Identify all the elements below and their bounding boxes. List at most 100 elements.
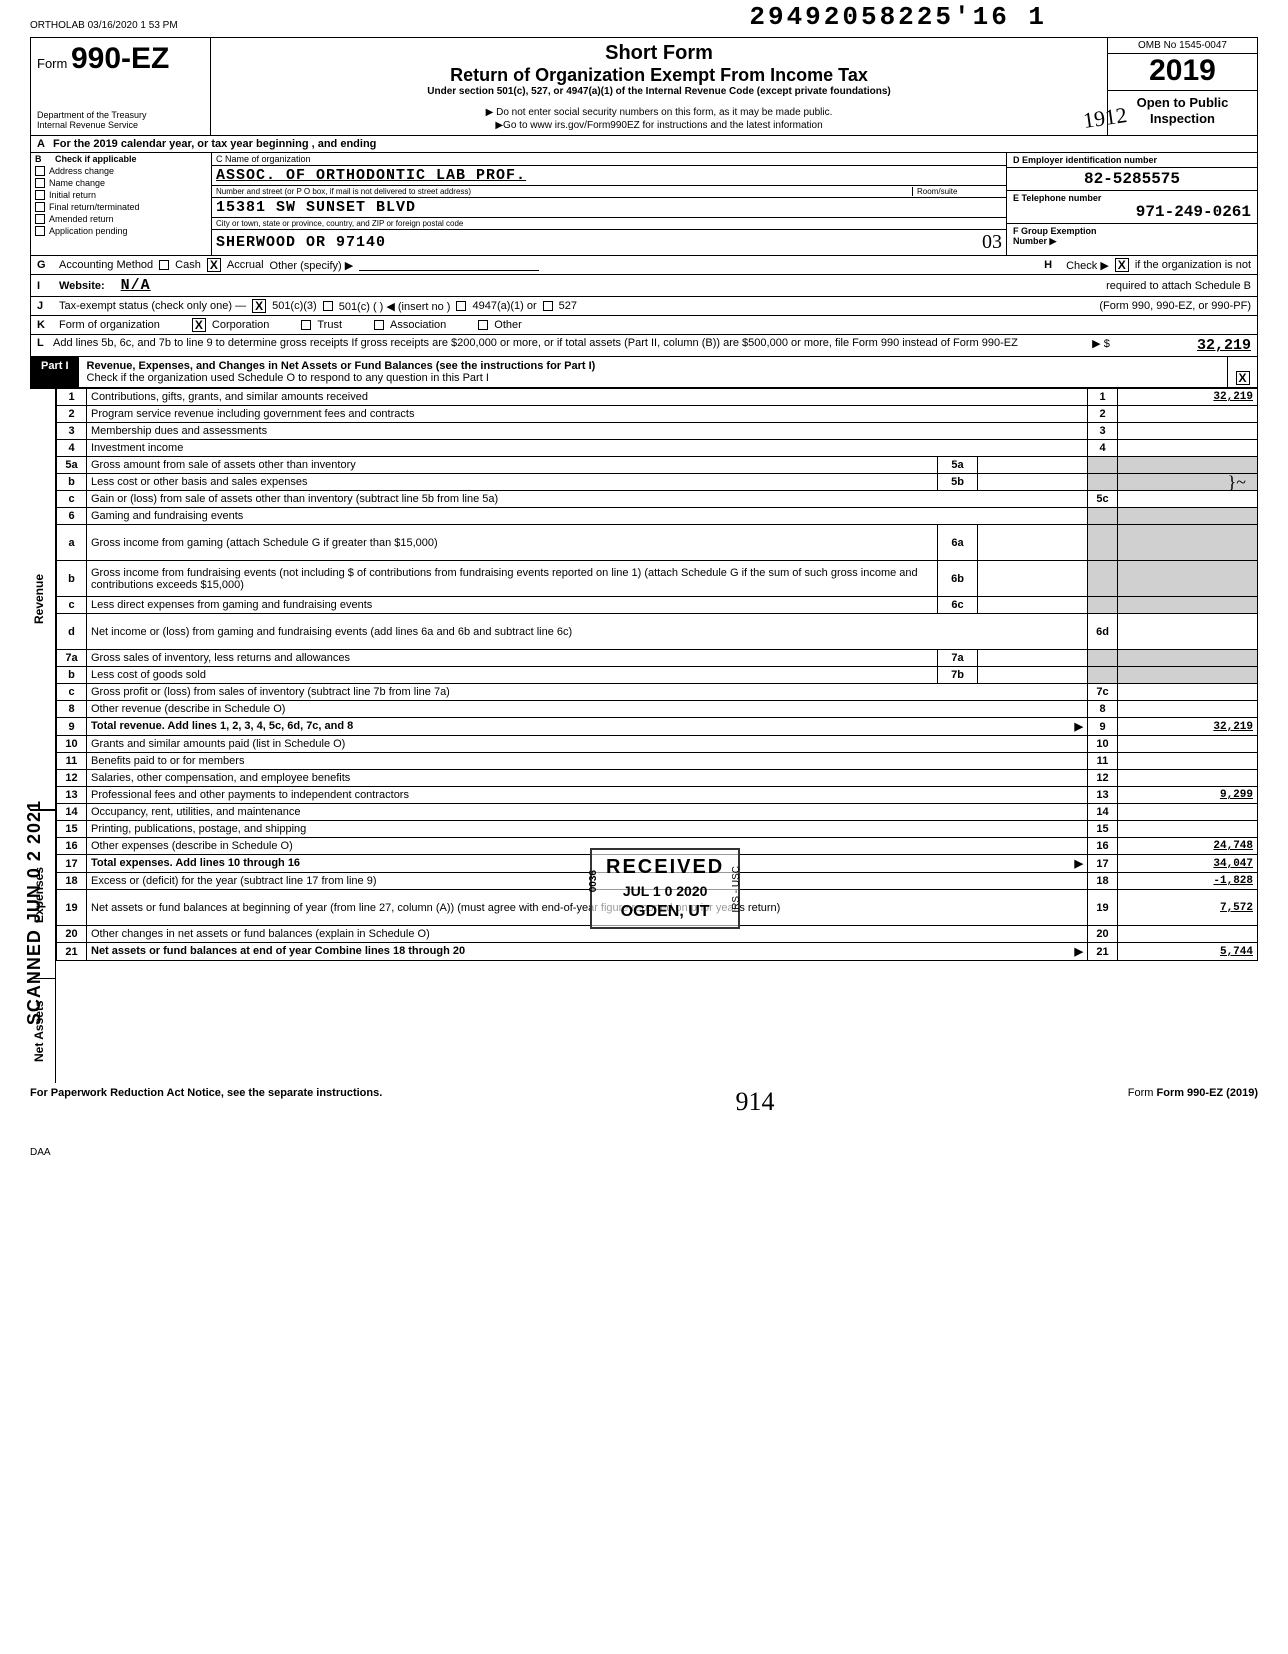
line-midval: [978, 650, 1088, 667]
line-rnum: 13: [1088, 787, 1118, 804]
line-value: [1118, 770, 1258, 787]
dln-number: 29492058225'16 1: [749, 2, 1047, 32]
chk-4947[interactable]: [456, 301, 466, 311]
line-desc: Total expenses. Add lines 10 through 16 …: [87, 855, 1088, 873]
line-desc: Printing, publications, postage, and shi…: [87, 821, 1088, 838]
chk-initial-return[interactable]: [35, 190, 45, 200]
line-num: c: [57, 491, 87, 508]
line-value: [1118, 701, 1258, 718]
form-prefix: Form: [37, 56, 67, 71]
line-num: c: [57, 684, 87, 701]
line-num: 4: [57, 440, 87, 457]
line-value: [1118, 684, 1258, 701]
line-num: c: [57, 597, 87, 614]
chk-other[interactable]: [478, 320, 488, 330]
hand-curly: }~: [1228, 472, 1246, 493]
line-num: 18: [57, 873, 87, 890]
org-address: 15381 SW SUNSET BLVD: [216, 199, 416, 216]
line-num: a: [57, 525, 87, 561]
line-desc: Gain or (loss) from sale of assets other…: [87, 491, 1088, 508]
line-num: 11: [57, 753, 87, 770]
line-num: 1: [57, 389, 87, 406]
chk-accrual[interactable]: X: [207, 258, 221, 272]
chk-schedule-o[interactable]: X: [1236, 371, 1250, 385]
note-ssn: ▶ Do not enter social security numbers o…: [219, 107, 1099, 118]
line-desc: Contributions, gifts, grants, and simila…: [87, 389, 1088, 406]
ein: 82-5285575: [1007, 167, 1257, 190]
open-public-2: Inspection: [1110, 111, 1255, 127]
line-value: [1118, 926, 1258, 943]
title-return: Return of Organization Exempt From Incom…: [219, 65, 1099, 86]
line-midnum: 7b: [938, 667, 978, 684]
chk-cash[interactable]: [159, 260, 169, 270]
tax-year: 2019: [1108, 54, 1257, 91]
line-rnum: 20: [1088, 926, 1118, 943]
line-rnum: 5c: [1088, 491, 1118, 508]
chk-527[interactable]: [543, 301, 553, 311]
chk-pending[interactable]: [35, 226, 45, 236]
line-rnum: 3: [1088, 423, 1118, 440]
line-value: [1118, 736, 1258, 753]
line-desc: Membership dues and assessments: [87, 423, 1088, 440]
line-value: 32,219: [1118, 718, 1258, 736]
footer-daa: DAA: [30, 1147, 1258, 1158]
line-num: 19: [57, 890, 87, 926]
line-num: b: [57, 667, 87, 684]
chk-501c[interactable]: [323, 301, 333, 311]
dept-irs: Internal Revenue Service: [37, 121, 204, 131]
line-value: [1118, 753, 1258, 770]
line-rnum: 2: [1088, 406, 1118, 423]
d-label: D Employer identification number: [1013, 155, 1251, 165]
line-rnum: 18: [1088, 873, 1118, 890]
e-label: E Telephone number: [1013, 193, 1251, 203]
line-rnum: 10: [1088, 736, 1118, 753]
footer-form: Form Form 990-EZ (2019): [1128, 1087, 1258, 1117]
chk-assoc[interactable]: [374, 320, 384, 330]
line-midval: [978, 457, 1088, 474]
line-a: AFor the 2019 calendar year, or tax year…: [30, 136, 1258, 153]
line-num: 13: [57, 787, 87, 804]
line-value: 7,572: [1118, 890, 1258, 926]
room-label: Room/suite: [912, 187, 1002, 196]
line-midval: [978, 561, 1088, 597]
chk-amended[interactable]: [35, 214, 45, 224]
chk-trust[interactable]: [301, 320, 311, 330]
footer-paperwork: For Paperwork Reduction Act Notice, see …: [30, 1087, 382, 1117]
line-value: 24,748: [1118, 838, 1258, 855]
handwritten-914: 914: [736, 1087, 775, 1117]
line-rnum: 4: [1088, 440, 1118, 457]
chk-501c3[interactable]: X: [252, 299, 266, 313]
note-url: ▶Go to www irs.gov/Form990EZ for instruc…: [219, 120, 1099, 131]
line-desc: Net assets or fund balances at end of ye…: [87, 943, 1088, 961]
chk-schedule-b[interactable]: X: [1115, 258, 1129, 272]
line-midval: [978, 474, 1088, 491]
line-midnum: 6c: [938, 597, 978, 614]
title-short-form: Short Form: [219, 42, 1099, 65]
line-desc: Gross amount from sale of assets other t…: [87, 457, 938, 474]
line-num: 5a: [57, 457, 87, 474]
chk-corp[interactable]: X: [192, 318, 206, 332]
label-revenue: Revenue: [30, 388, 56, 810]
line-rnum: 17: [1088, 855, 1118, 873]
line-num: 6: [57, 508, 87, 525]
line-desc: Gross profit or (loss) from sales of inv…: [87, 684, 1088, 701]
addr-label: Number and street (or P O box, if mail i…: [216, 187, 912, 196]
org-city: SHERWOOD OR 97140: [216, 234, 982, 251]
row-i: IWebsite: N/A required to attach Schedul…: [30, 275, 1258, 297]
c-label: C Name of organization: [212, 153, 1006, 165]
line-rnum: 11: [1088, 753, 1118, 770]
chk-final-return[interactable]: [35, 202, 45, 212]
line-desc: Program service revenue including govern…: [87, 406, 1088, 423]
line-rnum: 19: [1088, 890, 1118, 926]
org-name: ASSOC. OF ORTHODONTIC LAB PROF.: [216, 167, 526, 184]
line-num: 2: [57, 406, 87, 423]
line-value: -1,828: [1118, 873, 1258, 890]
subtitle: Under section 501(c), 527, or 4947(a)(1)…: [219, 86, 1099, 97]
chk-address-change[interactable]: [35, 166, 45, 176]
line-num: 15: [57, 821, 87, 838]
line-desc: Gaming and fundraising events: [87, 508, 1088, 525]
line-num: b: [57, 561, 87, 597]
chk-name-change[interactable]: [35, 178, 45, 188]
row-l: LAdd lines 5b, 6c, and 7b to line 9 to d…: [30, 335, 1258, 357]
line-desc: Gross sales of inventory, less returns a…: [87, 650, 938, 667]
